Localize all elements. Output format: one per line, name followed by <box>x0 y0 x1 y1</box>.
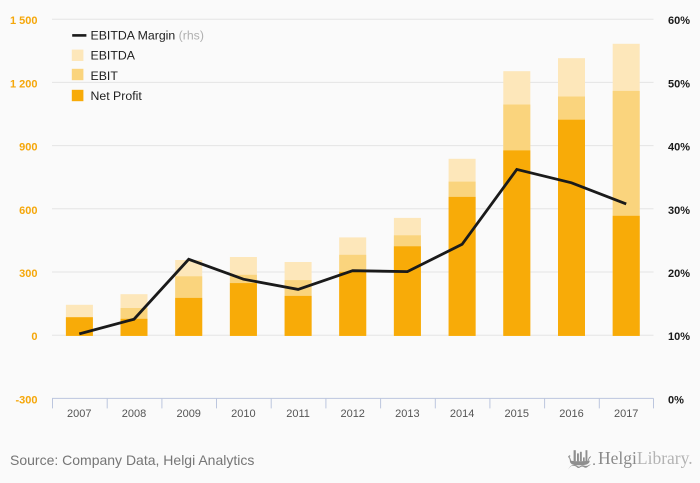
svg-text:2017: 2017 <box>614 408 638 420</box>
svg-text:600: 600 <box>19 205 37 217</box>
svg-text:2010: 2010 <box>231 408 255 420</box>
svg-text:Net Profit: Net Profit <box>91 89 143 103</box>
svg-text:2009: 2009 <box>176 408 200 420</box>
svg-text:2013: 2013 <box>395 408 419 420</box>
svg-text:2011: 2011 <box>286 408 310 420</box>
svg-text:2014: 2014 <box>450 408 474 420</box>
svg-text:40%: 40% <box>668 142 690 154</box>
svg-text:2008: 2008 <box>122 408 146 420</box>
svg-text:1 500: 1 500 <box>10 15 38 27</box>
svg-text:300: 300 <box>19 268 37 280</box>
svg-text:2007: 2007 <box>67 408 91 420</box>
svg-text:50%: 50% <box>668 78 690 90</box>
svg-text:0: 0 <box>31 331 37 343</box>
svg-text:20%: 20% <box>668 268 690 280</box>
svg-text:2016: 2016 <box>559 408 583 420</box>
svg-text:2012: 2012 <box>340 408 364 420</box>
svg-text:EBITDA Margin (rhs): EBITDA Margin (rhs) <box>91 29 204 43</box>
svg-text:HelgiLibrary.: HelgiLibrary. <box>598 448 693 468</box>
svg-text:-300: -300 <box>15 394 37 406</box>
svg-text:0%: 0% <box>668 394 684 406</box>
svg-text:Source: Company Data, Helgi An: Source: Company Data, Helgi Analytics <box>10 452 254 468</box>
svg-text:30%: 30% <box>668 205 690 217</box>
svg-text:900: 900 <box>19 142 37 154</box>
svg-text:2015: 2015 <box>505 408 529 420</box>
svg-text:1 200: 1 200 <box>10 78 38 90</box>
svg-text:60%: 60% <box>668 15 690 27</box>
svg-text:EBIT: EBIT <box>91 69 119 83</box>
svg-text:EBITDA: EBITDA <box>91 49 136 63</box>
svg-text:10%: 10% <box>668 331 690 343</box>
